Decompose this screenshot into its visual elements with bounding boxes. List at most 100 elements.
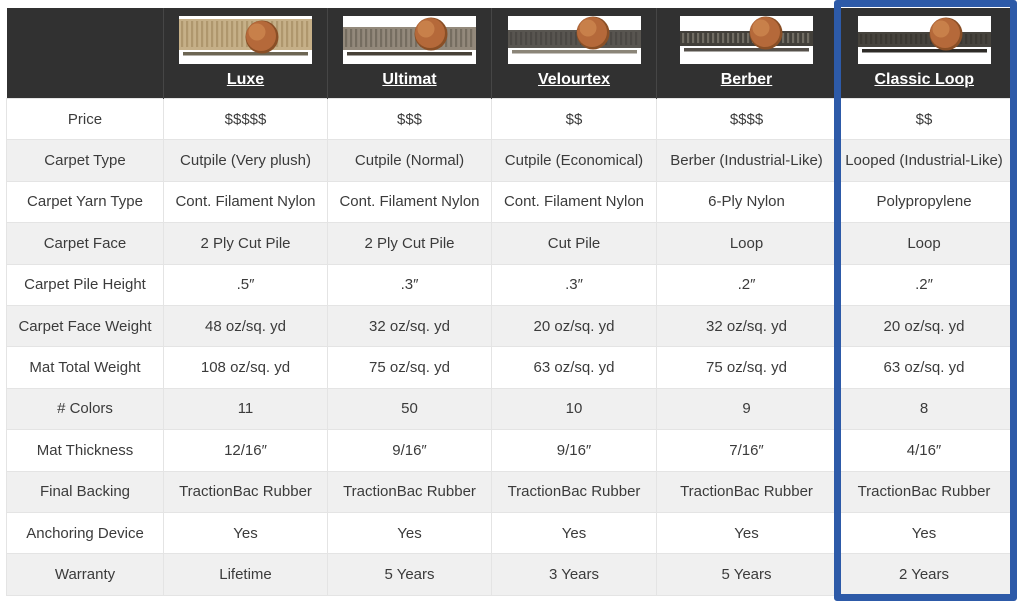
cell-carpet-type-luxe: Cutpile (Very plush) — [163, 139, 328, 182]
cell-carpet-face-weight-berber: 32 oz/sq. yd — [656, 304, 837, 348]
column-header-berber: Berber — [656, 8, 837, 99]
row-label-mat-total-weight: Mat Total Weight — [6, 346, 164, 389]
column-header-luxe: Luxe — [163, 8, 328, 99]
cell-carpet-pile-height-luxe: .5″ — [163, 263, 328, 306]
product-photo-velourtex — [507, 16, 641, 64]
row-label-price: Price — [6, 97, 164, 141]
cell-warranty-classic-loop: 2 Years — [836, 553, 1012, 596]
row-label-warranty: Warranty — [6, 553, 164, 596]
cell-carpet-type-velourtex: Cutpile (Economical) — [491, 139, 657, 182]
cell-carpet-type-ultimat: Cutpile (Normal) — [327, 139, 492, 182]
cell-mat-thickness-berber: 7/16″ — [656, 429, 837, 472]
cell-warranty-luxe: Lifetime — [163, 553, 328, 596]
row-label-carpet-pile-height: Carpet Pile Height — [6, 263, 164, 306]
cell-carpet-pile-height-ultimat: .3″ — [327, 263, 492, 306]
cell-carpet-pile-height-velourtex: .3″ — [491, 263, 657, 306]
table-row-num-colors: # Colors 11 50 10 9 8 — [6, 387, 1012, 431]
cell-final-backing-classic-loop: TractionBac Rubber — [836, 470, 1012, 513]
cell-price-velourtex: $$ — [491, 97, 657, 141]
row-label-carpet-face: Carpet Face — [6, 222, 164, 265]
cell-carpet-face-velourtex: Cut Pile — [491, 222, 657, 265]
table-row-carpet-yarn-type: Carpet Yarn Type Cont. Filament Nylon Cont… — [6, 180, 1012, 224]
table-row-mat-thickness: Mat Thickness 12/16″ 9/16″ 9/16″ 7/16″ 4/16″ — [6, 429, 1012, 472]
cell-num-colors-ultimat: 50 — [327, 387, 492, 431]
column-header-velourtex: Velourtex — [491, 8, 657, 99]
cell-carpet-type-berber: Berber (Industrial-Like) — [656, 139, 837, 182]
product-photo-luxe — [179, 16, 312, 64]
product-photo-ultimat — [343, 16, 476, 64]
cell-carpet-face-weight-luxe: 48 oz/sq. yd — [163, 304, 328, 348]
cell-final-backing-luxe: TractionBac Rubber — [163, 470, 328, 513]
cell-carpet-face-classic-loop: Loop — [836, 222, 1012, 265]
row-label-carpet-yarn-type: Carpet Yarn Type — [6, 180, 164, 224]
row-label-carpet-type: Carpet Type — [6, 139, 164, 182]
table-header-row: Luxe Ultimat Velourtex Berber Classic Loop — [6, 8, 1012, 99]
cell-carpet-face-weight-classic-loop: 20 oz/sq. yd — [836, 304, 1012, 348]
cell-carpet-yarn-type-classic-loop: Polypropylene — [836, 180, 1012, 224]
cell-mat-thickness-luxe: 12/16″ — [163, 429, 328, 472]
cell-carpet-yarn-type-ultimat: Cont. Filament Nylon — [327, 180, 492, 224]
cell-price-classic-loop: $$ — [836, 97, 1012, 141]
cell-final-backing-ultimat: TractionBac Rubber — [327, 470, 492, 513]
header-corner-cell — [6, 8, 164, 99]
table-row-carpet-face: Carpet Face 2 Ply Cut Pile 2 Ply Cut Pile C… — [6, 222, 1012, 265]
cell-num-colors-velourtex: 10 — [491, 387, 657, 431]
table-row-carpet-face-weight: Carpet Face Weight 48 oz/sq. yd 32 oz/sq. … — [6, 304, 1012, 348]
cell-anchoring-device-luxe: Yes — [163, 511, 328, 555]
row-label-mat-thickness: Mat Thickness — [6, 429, 164, 472]
table-row-carpet-type: Carpet Type Cutpile (Very plush) Cutpile (… — [6, 139, 1012, 182]
cell-num-colors-luxe: 11 — [163, 387, 328, 431]
table-row-anchoring-device: Anchoring Device Yes Yes Yes Yes Yes — [6, 511, 1012, 555]
product-link-classic-loop[interactable]: Classic Loop — [874, 71, 975, 88]
table-row-carpet-pile-height: Carpet Pile Height .5″ .3″ .3″ .2″ .2″ — [6, 263, 1012, 306]
cell-mat-thickness-ultimat: 9/16″ — [327, 429, 492, 472]
cell-price-berber: $$$$ — [656, 97, 837, 141]
cell-carpet-face-weight-velourtex: 20 oz/sq. yd — [491, 304, 657, 348]
cell-carpet-type-classic-loop: Looped (Industrial-Like) — [836, 139, 1012, 182]
cell-warranty-berber: 5 Years — [656, 553, 837, 596]
row-label-num-colors: # Colors — [6, 387, 164, 431]
cell-carpet-yarn-type-velourtex: Cont. Filament Nylon — [491, 180, 657, 224]
product-link-ultimat[interactable]: Ultimat — [382, 71, 437, 88]
cell-mat-thickness-velourtex: 9/16″ — [491, 429, 657, 472]
table-row-mat-total-weight: Mat Total Weight 108 oz/sq. yd 75 oz/sq. y… — [6, 346, 1012, 389]
cell-carpet-yarn-type-luxe: Cont. Filament Nylon — [163, 180, 328, 224]
product-photo-berber — [680, 16, 813, 64]
table-row-warranty: Warranty Lifetime 5 Years 3 Years 5 Years 2 Y… — [6, 553, 1012, 596]
cell-price-ultimat: $$$ — [327, 97, 492, 141]
product-comparison-table: Luxe Ultimat Velourtex Berber Classic Loop P… — [6, 8, 1012, 596]
product-link-velourtex[interactable]: Velourtex — [537, 71, 611, 88]
table-row-price: Price $$$$$ $$$ $$ $$$$ $$ — [6, 97, 1012, 141]
cell-num-colors-berber: 9 — [656, 387, 837, 431]
cell-warranty-ultimat: 5 Years — [327, 553, 492, 596]
column-header-classic-loop: Classic Loop — [836, 8, 1012, 99]
cell-final-backing-velourtex: TractionBac Rubber — [491, 470, 657, 513]
cell-mat-total-weight-ultimat: 75 oz/sq. yd — [327, 346, 492, 389]
cell-carpet-pile-height-classic-loop: .2″ — [836, 263, 1012, 306]
cell-mat-total-weight-classic-loop: 63 oz/sq. yd — [836, 346, 1012, 389]
cell-final-backing-berber: TractionBac Rubber — [656, 470, 837, 513]
cell-mat-total-weight-luxe: 108 oz/sq. yd — [163, 346, 328, 389]
cell-anchoring-device-classic-loop: Yes — [836, 511, 1012, 555]
cell-mat-total-weight-berber: 75 oz/sq. yd — [656, 346, 837, 389]
row-label-final-backing: Final Backing — [6, 470, 164, 513]
cell-carpet-yarn-type-berber: 6-Ply Nylon — [656, 180, 837, 224]
cell-carpet-face-ultimat: 2 Ply Cut Pile — [327, 222, 492, 265]
cell-carpet-face-weight-ultimat: 32 oz/sq. yd — [327, 304, 492, 348]
cell-warranty-velourtex: 3 Years — [491, 553, 657, 596]
column-header-ultimat: Ultimat — [327, 8, 492, 99]
cell-mat-total-weight-velourtex: 63 oz/sq. yd — [491, 346, 657, 389]
cell-carpet-pile-height-berber: .2″ — [656, 263, 837, 306]
product-link-berber[interactable]: Berber — [720, 71, 773, 88]
cell-anchoring-device-berber: Yes — [656, 511, 837, 555]
cell-carpet-face-luxe: 2 Ply Cut Pile — [163, 222, 328, 265]
cell-anchoring-device-velourtex: Yes — [491, 511, 657, 555]
table-row-final-backing: Final Backing TractionBac Rubber TractionB… — [6, 470, 1012, 513]
product-link-luxe[interactable]: Luxe — [226, 71, 265, 88]
cell-anchoring-device-ultimat: Yes — [327, 511, 492, 555]
cell-price-luxe: $$$$$ — [163, 97, 328, 141]
row-label-carpet-face-weight: Carpet Face Weight — [6, 304, 164, 348]
product-photo-classic-loop — [857, 16, 991, 64]
cell-num-colors-classic-loop: 8 — [836, 387, 1012, 431]
